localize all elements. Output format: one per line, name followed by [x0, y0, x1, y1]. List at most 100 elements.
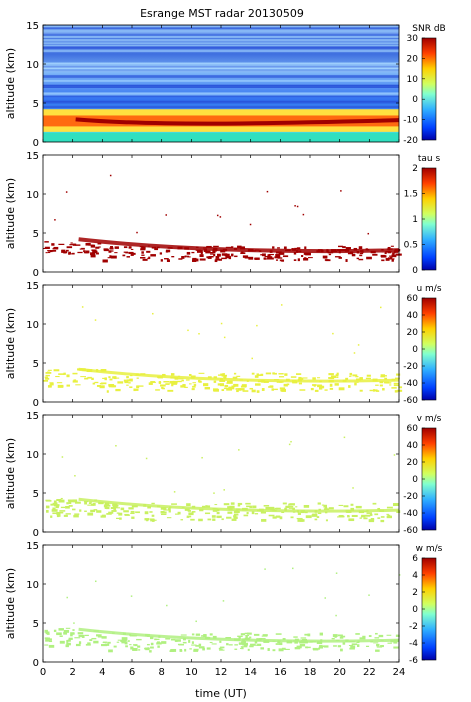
field-speck: [94, 319, 97, 321]
x-tick-label: 18: [304, 667, 317, 678]
field-speck: [223, 336, 226, 339]
field-cell: [313, 385, 316, 387]
field-cell: [260, 511, 267, 514]
field-cell: [66, 374, 70, 378]
field-cell: [190, 518, 195, 521]
field-cell: [204, 387, 211, 390]
field-cell: [56, 382, 63, 384]
field-cell: [122, 254, 126, 257]
field-speck: [65, 191, 68, 193]
y-axis-label: altitude (km): [4, 308, 17, 379]
field-cell: [243, 514, 249, 517]
field-cell: [52, 512, 57, 515]
field-cell: [218, 647, 222, 650]
field-cell: [319, 632, 323, 636]
field-cell: [165, 249, 171, 253]
field-cell: [249, 645, 254, 648]
field-cell: [150, 636, 154, 640]
field-cell: [260, 647, 264, 650]
field-cell: [275, 515, 281, 518]
field-cell: [355, 375, 359, 378]
field-cell: [254, 640, 258, 644]
field-cell: [124, 514, 130, 516]
field-cell: [72, 252, 75, 255]
field-cell: [365, 514, 371, 517]
field-cell: [128, 507, 134, 510]
field-cell: [251, 389, 256, 393]
field-cell: [351, 514, 358, 517]
field-cell: [338, 504, 344, 506]
field-cell: [374, 632, 378, 635]
field-cell: [373, 389, 378, 391]
field-cell: [304, 246, 307, 250]
field-cell: [297, 258, 300, 262]
field-cell: [46, 509, 49, 513]
field-cell: [221, 374, 228, 377]
y-tick-label: 0: [33, 138, 39, 149]
field-cell: [191, 388, 195, 391]
field-cell: [368, 519, 375, 523]
field-cell: [301, 255, 304, 258]
field-cell: [189, 648, 192, 650]
field-cell: [95, 252, 99, 255]
field-cell: [191, 633, 195, 636]
colorbar-tick-label: -60: [403, 526, 418, 536]
field-cell: [265, 506, 272, 510]
field-cell: [108, 511, 114, 514]
field-speck: [256, 324, 258, 327]
field-cell: [274, 256, 281, 259]
field-speck: [302, 213, 305, 216]
field-cell: [102, 377, 106, 379]
field-cell: [84, 377, 89, 380]
field-cell: [201, 505, 206, 508]
field-cell: [342, 246, 346, 249]
field-cell: [240, 252, 246, 254]
field-cell: [253, 644, 259, 646]
field-cell: [125, 252, 132, 254]
field-cell: [121, 641, 128, 644]
field-cell: [347, 515, 350, 517]
field-cell: [348, 644, 354, 646]
x-axis-label: time (UT): [195, 687, 247, 700]
field-cell: [129, 386, 133, 389]
field-cell: [262, 253, 266, 257]
panel-frame: [42, 544, 400, 663]
field-cell: [240, 385, 247, 388]
field-cell: [249, 636, 252, 639]
field-cell: [240, 388, 245, 391]
field-cell: [275, 643, 280, 645]
field-cell: [196, 258, 199, 262]
field-cell: [299, 519, 305, 522]
field-speck: [251, 357, 253, 360]
field-cell: [231, 518, 237, 521]
field-cell: [158, 381, 161, 384]
field-cell: [92, 503, 96, 506]
field-cell: [213, 388, 218, 392]
field-cell: [221, 518, 224, 521]
field-speck: [219, 216, 222, 218]
field-cell: [272, 649, 276, 652]
field-cell: [279, 387, 286, 390]
field-cell: [163, 509, 169, 511]
field-speck: [266, 190, 269, 193]
colorbar-tick-label: -20: [403, 492, 418, 502]
field-cell: [275, 507, 281, 510]
field-cell: [234, 644, 238, 646]
field-cell: [44, 637, 49, 640]
field-cell: [159, 252, 163, 255]
field-cell: [150, 381, 156, 383]
field-speck: [54, 219, 56, 221]
field-cell: [108, 649, 113, 653]
field-cell: [126, 384, 129, 386]
field-cell: [115, 517, 121, 520]
field-cell: [387, 257, 393, 259]
field-cell: [58, 243, 65, 246]
field-cell: [44, 644, 49, 646]
field-cell: [284, 373, 288, 376]
field-cell: [268, 386, 274, 388]
snr-streak: [43, 62, 399, 65]
field-cell: [274, 507, 279, 510]
field-cell: [51, 509, 58, 512]
field-cell: [51, 250, 57, 252]
